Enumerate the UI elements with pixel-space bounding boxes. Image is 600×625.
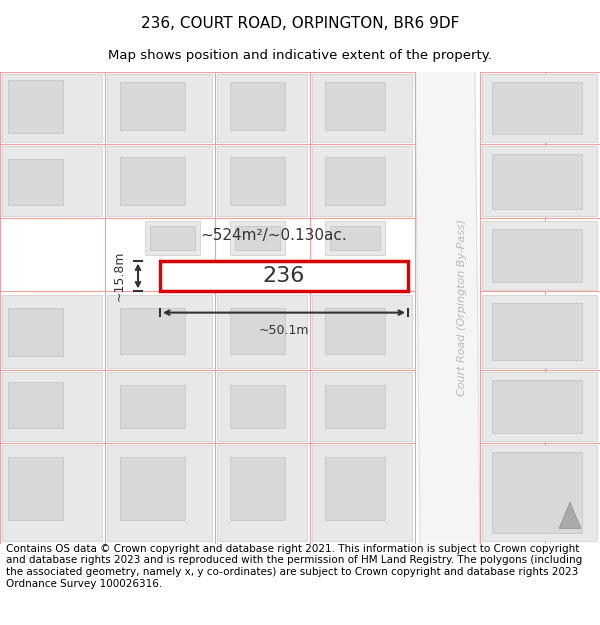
Bar: [217, 295, 307, 368]
Bar: [2, 74, 102, 142]
Bar: [2, 146, 102, 216]
Bar: [8, 457, 63, 519]
Bar: [2, 444, 102, 541]
Bar: [482, 372, 597, 441]
Bar: [160, 261, 408, 291]
Bar: [230, 157, 285, 205]
Bar: [482, 146, 597, 216]
Bar: [325, 457, 385, 519]
Bar: [230, 221, 285, 255]
Text: ~524m²/~0.130ac.: ~524m²/~0.130ac.: [200, 228, 347, 243]
Bar: [8, 159, 63, 205]
Bar: [492, 380, 582, 433]
Bar: [8, 382, 63, 428]
Bar: [492, 229, 582, 282]
Bar: [217, 372, 307, 441]
Bar: [312, 372, 412, 441]
Bar: [482, 295, 597, 368]
Bar: [120, 157, 185, 205]
Polygon shape: [559, 503, 581, 528]
Bar: [325, 221, 385, 255]
Bar: [312, 444, 412, 541]
Text: Contains OS data © Crown copyright and database right 2021. This information is : Contains OS data © Crown copyright and d…: [6, 544, 582, 589]
Text: ~15.8m: ~15.8m: [113, 251, 126, 301]
Text: 236: 236: [263, 266, 305, 286]
Bar: [325, 308, 385, 354]
Bar: [150, 226, 195, 250]
Bar: [312, 146, 412, 216]
Bar: [2, 372, 102, 441]
Bar: [107, 372, 212, 441]
Bar: [492, 452, 582, 533]
Bar: [2, 295, 102, 368]
Text: ~50.1m: ~50.1m: [259, 324, 309, 337]
Bar: [230, 457, 285, 519]
Bar: [230, 385, 285, 428]
Bar: [482, 444, 597, 541]
Bar: [235, 226, 280, 250]
Bar: [482, 74, 597, 142]
Bar: [230, 81, 285, 129]
Bar: [120, 81, 185, 129]
Bar: [492, 154, 582, 209]
Bar: [325, 157, 385, 205]
Bar: [145, 221, 200, 255]
Bar: [8, 308, 63, 356]
Bar: [230, 308, 285, 354]
Text: 236, COURT ROAD, ORPINGTON, BR6 9DF: 236, COURT ROAD, ORPINGTON, BR6 9DF: [141, 16, 459, 31]
Bar: [312, 295, 412, 368]
Bar: [107, 444, 212, 541]
Bar: [120, 385, 185, 428]
Bar: [120, 308, 185, 354]
Bar: [325, 81, 385, 129]
Bar: [492, 303, 582, 360]
Bar: [8, 79, 63, 132]
Bar: [330, 226, 380, 250]
Polygon shape: [415, 72, 480, 544]
Bar: [107, 295, 212, 368]
Bar: [325, 385, 385, 428]
Bar: [217, 74, 307, 142]
Bar: [482, 221, 597, 289]
Bar: [492, 81, 582, 134]
Bar: [120, 457, 185, 519]
Bar: [217, 444, 307, 541]
Text: Map shows position and indicative extent of the property.: Map shows position and indicative extent…: [108, 49, 492, 62]
Bar: [312, 74, 412, 142]
Bar: [217, 146, 307, 216]
Bar: [107, 74, 212, 142]
Text: Court Road (Orpington By-Pass): Court Road (Orpington By-Pass): [457, 219, 467, 396]
Bar: [107, 146, 212, 216]
